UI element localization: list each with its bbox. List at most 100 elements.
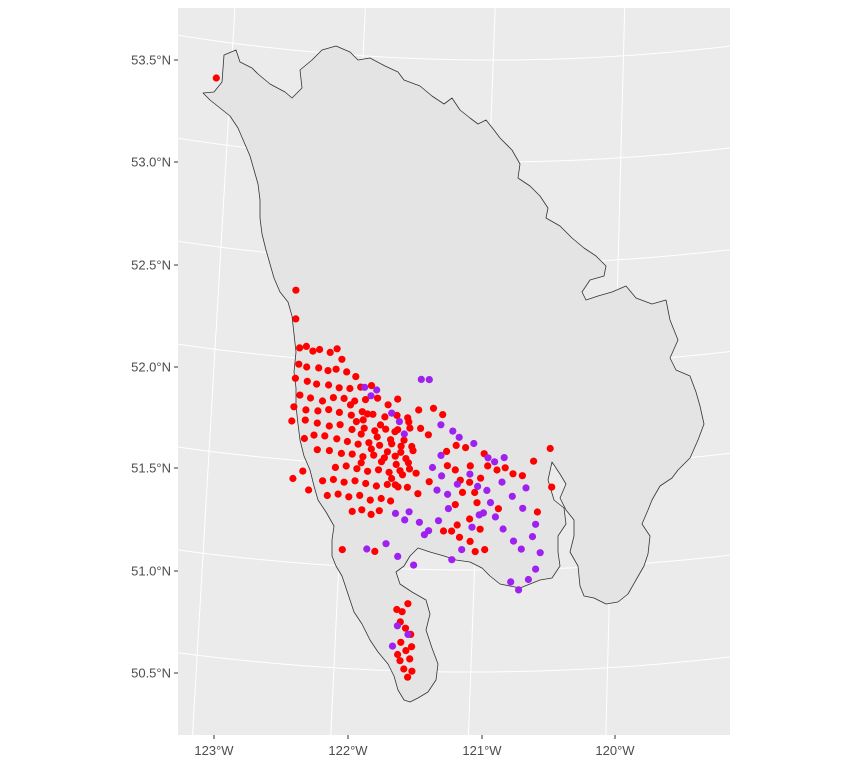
point-red	[319, 477, 327, 485]
point-purple	[483, 486, 491, 494]
point-purple	[491, 458, 499, 466]
point-red	[466, 537, 474, 546]
point-red	[370, 451, 378, 459]
point-red	[354, 440, 362, 448]
point-red	[359, 453, 367, 461]
point-red	[359, 416, 367, 424]
point-red	[324, 367, 332, 375]
point-purple	[405, 508, 413, 516]
point-red	[384, 401, 392, 409]
point-red	[471, 488, 479, 497]
point-red	[417, 424, 425, 432]
point-red	[385, 468, 393, 476]
point-red	[353, 465, 361, 473]
point-red	[406, 655, 414, 663]
point-red	[360, 424, 368, 432]
point-red	[400, 436, 408, 444]
point-red	[439, 411, 447, 419]
point-red	[388, 474, 396, 483]
point-purple	[425, 376, 433, 384]
point-red	[296, 391, 304, 399]
point-red	[367, 445, 375, 453]
point-red	[476, 525, 484, 533]
point-red	[484, 462, 492, 470]
point-red	[371, 547, 379, 556]
point-purple	[410, 561, 418, 569]
point-purple	[470, 439, 478, 448]
point-red	[466, 478, 474, 486]
point-red	[397, 442, 405, 450]
point-purple	[437, 451, 445, 459]
point-purple	[382, 540, 390, 548]
point-purple	[517, 545, 525, 553]
point-purple	[449, 427, 457, 435]
point-purple	[532, 565, 540, 573]
point-purple	[466, 470, 474, 478]
point-red	[326, 348, 334, 356]
point-red	[493, 466, 501, 474]
point-red	[398, 471, 407, 479]
point-red	[391, 481, 399, 489]
point-red	[289, 474, 297, 483]
point-purple	[428, 463, 437, 472]
point-red	[314, 407, 322, 415]
point-red	[362, 479, 370, 488]
point-purple	[404, 630, 412, 639]
point-red	[373, 433, 381, 441]
point-purple	[388, 642, 397, 650]
parallel-line	[128, 26, 806, 61]
point-red	[548, 483, 556, 491]
point-red	[375, 507, 383, 515]
region-outline	[202, 45, 705, 703]
point-red	[451, 466, 459, 474]
point-red	[348, 450, 356, 458]
point-red	[345, 493, 353, 501]
x-tick-label: 122°W	[328, 743, 368, 758]
point-red	[363, 410, 372, 418]
point-red	[357, 430, 365, 438]
point-red	[340, 478, 348, 486]
point-red	[530, 457, 538, 465]
point-red	[343, 437, 351, 446]
point-purple	[361, 383, 369, 391]
point-purple	[528, 533, 537, 541]
point-red	[316, 345, 324, 354]
point-purple	[395, 418, 403, 426]
point-red	[337, 449, 345, 457]
point-red	[425, 478, 433, 486]
point-red	[404, 673, 412, 681]
point-red	[306, 394, 315, 402]
point-purple	[438, 472, 446, 480]
point-purple	[373, 386, 381, 394]
point-purple	[475, 511, 483, 519]
x-tick-label: 123°W	[194, 743, 234, 758]
point-red	[403, 483, 411, 491]
point-red	[376, 421, 385, 429]
point-red	[397, 638, 405, 646]
point-purple	[500, 454, 508, 462]
point-red	[367, 382, 376, 390]
point-red	[332, 365, 340, 373]
point-red	[367, 510, 375, 518]
point-red	[299, 467, 307, 475]
point-red	[300, 434, 308, 443]
point-red	[377, 458, 386, 466]
point-red	[371, 427, 379, 435]
point-red	[458, 488, 467, 496]
point-red	[546, 444, 554, 453]
y-tick-label: 52.0°N	[131, 360, 171, 375]
point-red	[338, 355, 346, 363]
point-red	[406, 424, 414, 432]
point-red	[288, 417, 296, 425]
y-axis: 53.5°N 53.0°N 52.5°N 52.0°N 51.5°N 51.0°N 50.5…	[131, 53, 178, 681]
point-red	[369, 410, 377, 418]
point-red	[387, 497, 395, 505]
point-red	[443, 462, 451, 470]
x-tick-label: 120°W	[595, 743, 635, 758]
point-red	[295, 360, 303, 368]
point-red	[290, 403, 298, 411]
point-red	[358, 506, 366, 514]
point-red	[381, 413, 389, 421]
point-red	[303, 377, 311, 385]
point-red	[309, 347, 317, 355]
